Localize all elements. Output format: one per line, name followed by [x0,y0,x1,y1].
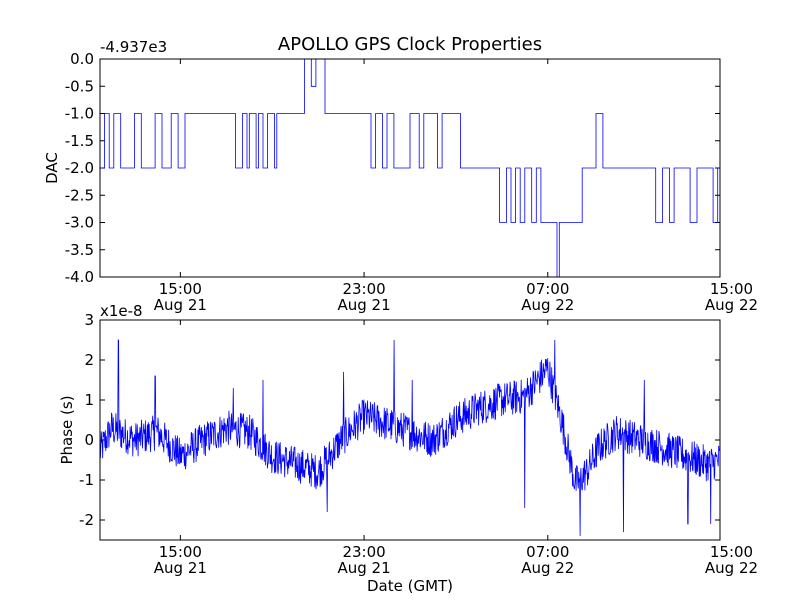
dac-x-tick-label-time: 15:00 [710,280,753,298]
phase-y-tick-label: 0 [84,431,94,449]
phase-y-tick-label: 3 [84,311,94,329]
chart-title: APOLLO GPS Clock Properties [278,34,542,55]
dac-x-tick-label-date: Aug 21 [337,296,390,314]
phase-x-tick-label-date: Aug 21 [154,559,207,577]
phase-series [100,339,720,537]
phase-offset-text: x1e-8 [100,302,143,320]
dac-x-tick-label-time: 15:00 [159,280,202,298]
dac-series-line [100,59,720,277]
phase-axes-frame [99,319,721,541]
phase-y-tick-label: 1 [84,391,94,409]
dac-axes-frame [99,58,721,278]
phase-x-tick-label-time: 15:00 [159,543,202,561]
phase-y-tick-label: 2 [84,351,94,369]
dac-y-tick-label: -3.5 [65,241,94,259]
dac-x-tick-label-date: Aug 21 [154,296,207,314]
dac-y-tick-label: -1.5 [65,132,94,150]
phase-x-tick-label-time: 15:00 [710,543,753,561]
phase-x-tick-label-date: Aug 22 [705,559,758,577]
dac-panel: -4.937e3 DAC 0.0 -0.5 -1.0 -1.5 -2.0 -2.5 -3.0… [43,38,758,314]
dac-y-tick-label: -1.0 [65,105,94,123]
phase-y-tick-label: -2 [79,511,94,529]
dac-y-tick-label: -4.0 [65,268,94,286]
phase-series-line [100,339,720,537]
dac-x-tick-label-time: 07:00 [526,280,569,298]
dac-x-tick-label-date: Aug 22 [705,296,758,314]
phase-x-tick-label-time: 23:00 [342,543,385,561]
dac-x-tick-label-date: Aug 22 [521,296,574,314]
dac-y-tick-label: 0.0 [70,50,94,68]
dac-y-tick-label: -2.0 [65,159,94,177]
dac-series [100,59,720,277]
phase-y-tick-label: -1 [79,471,94,489]
phase-y-axis-label: Phase (s) [58,395,76,464]
phase-x-tick-label-date: Aug 21 [337,559,390,577]
phase-x-tick-label-date: Aug 22 [521,559,574,577]
phase-x-tick-label-time: 07:00 [526,543,569,561]
dac-y-tick-label: -3.0 [65,214,94,232]
x-axis-label: Date (GMT) [367,577,453,595]
dac-offset-text: -4.937e3 [100,38,167,56]
dac-ticks: 0.0 -0.5 -1.0 -1.5 -2.0 -2.5 -3.0 -3.5 -4.0 15:00… [65,50,758,314]
dac-x-tick-label-time: 23:00 [342,280,385,298]
dac-y-axis-label: DAC [43,152,61,184]
dac-y-tick-label: -0.5 [65,77,94,95]
dac-y-tick-label: -2.5 [65,186,94,204]
